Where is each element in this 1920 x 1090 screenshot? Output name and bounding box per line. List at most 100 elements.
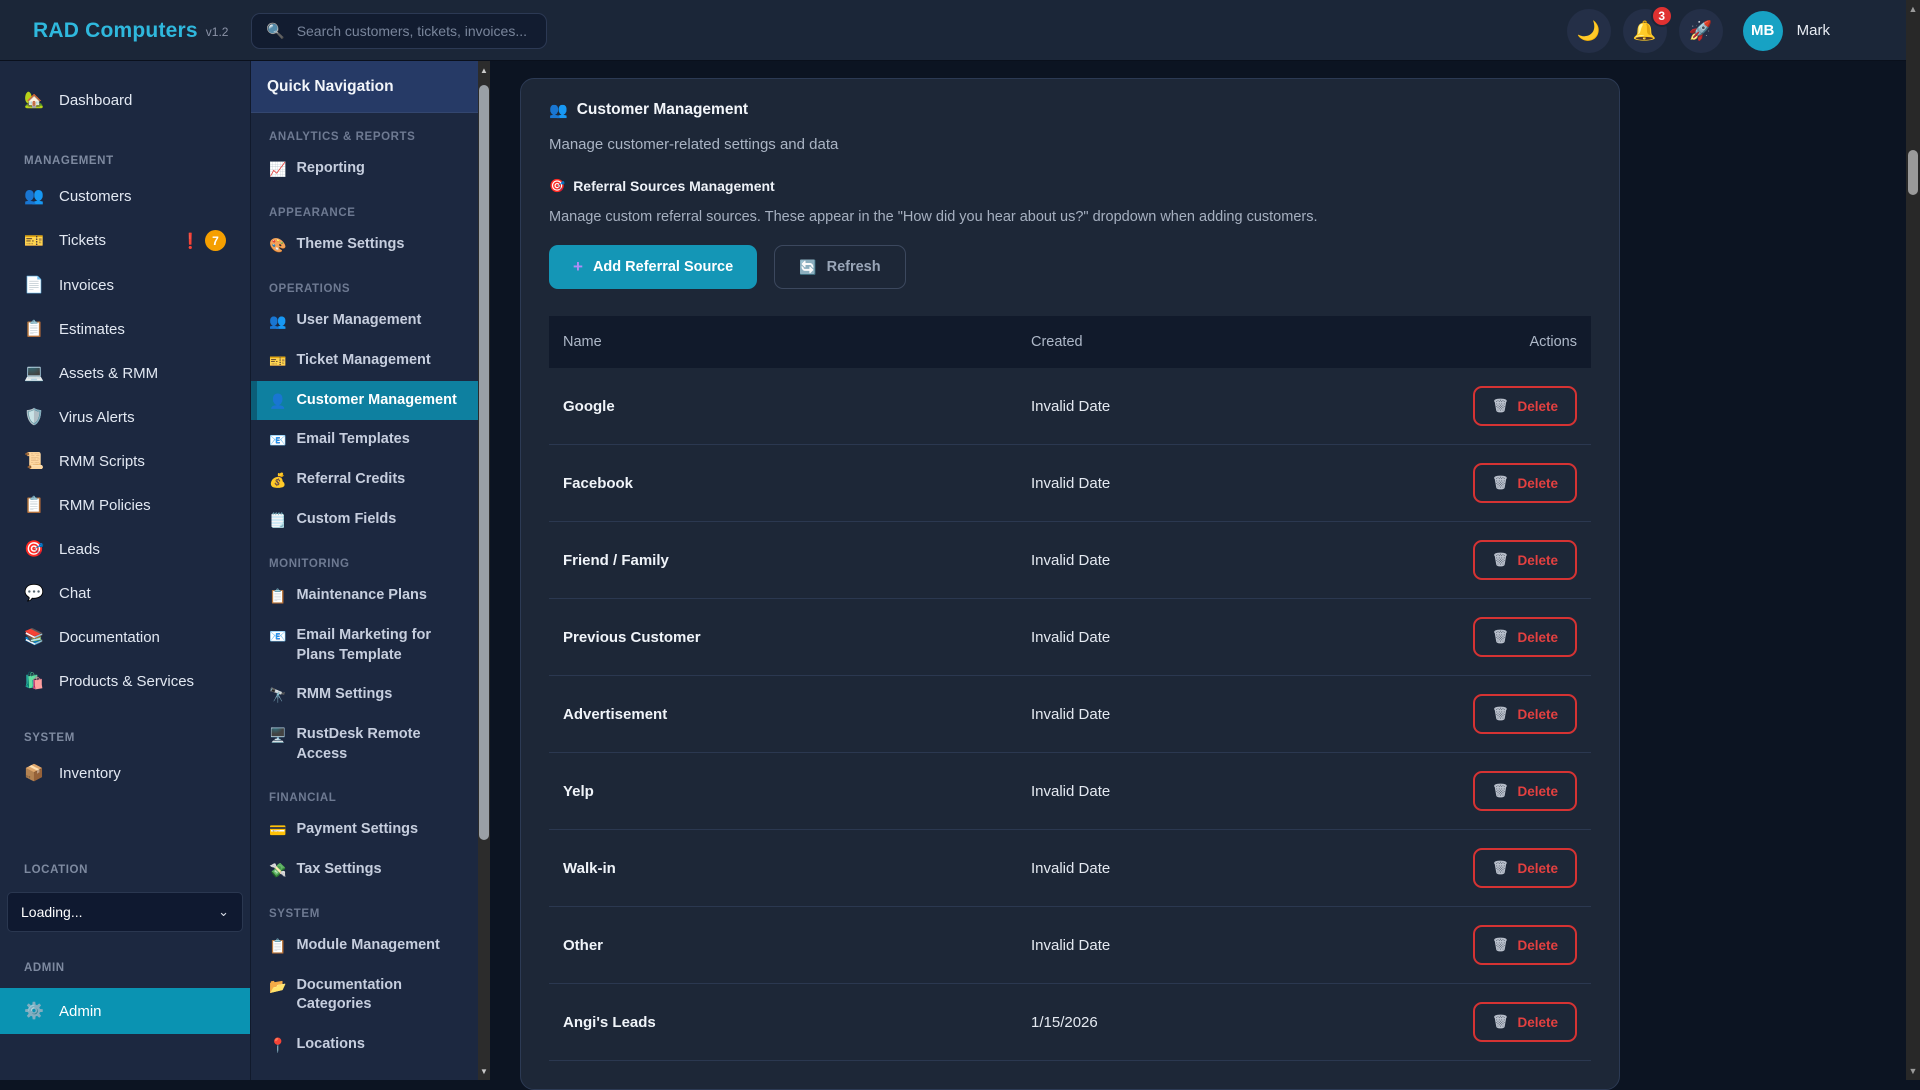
quicknav-item-label: Documentation Categories [296, 976, 465, 1015]
delete-button[interactable]: 🗑 Delete [1473, 848, 1577, 888]
sidebar-item-label: Chat [59, 585, 91, 602]
delete-button[interactable]: 🗑Delete [1473, 1002, 1577, 1042]
quicknav-item-email-marketing[interactable]: 📧 Email Marketing for Plans Template [251, 616, 479, 675]
invoices-icon: 📄 [24, 275, 44, 295]
quicknav-item-label: Locations [296, 1035, 364, 1055]
quicknav-item-reporting[interactable]: 📈 Reporting [251, 149, 479, 189]
column-header-name: Name [563, 334, 1031, 350]
sidebar-item-tickets[interactable]: 🎫 Tickets ❗ 7 [0, 219, 250, 262]
sidebar-item-label: Customers [59, 188, 132, 205]
quicknav-section-monitoring: MONITORING [251, 540, 479, 576]
trash-icon: 🗑 [1492, 860, 1509, 876]
delete-button[interactable]: 🗑Delete [1473, 617, 1577, 657]
quicknav-item-locations[interactable]: 📍 Locations [251, 1025, 479, 1065]
delete-label: Delete [1517, 784, 1558, 799]
quicknav-item-module-management[interactable]: 📋 Module Management [251, 926, 479, 966]
window-scrollbar[interactable]: ▲ ▼ [1906, 0, 1920, 1080]
window-scrollbar-thumb[interactable] [1908, 150, 1918, 195]
quicknav-item-payment-settings[interactable]: 💳 Payment Settings [251, 810, 479, 850]
delete-button[interactable]: 🗑 Delete [1473, 771, 1577, 811]
delete-button[interactable]: 🗑Delete [1473, 540, 1577, 580]
row-created: Invalid Date [1031, 937, 1467, 954]
section-title-text: Referral Sources Management [573, 178, 775, 194]
location-select-value: Loading... [21, 904, 83, 920]
delete-label: Delete [1517, 707, 1558, 722]
column-header-actions: Actions [1467, 334, 1577, 350]
sidebar-item-products-services[interactable]: 🛍️ Products & Services [0, 660, 250, 702]
sidebar-item-estimates[interactable]: 📋 Estimates [0, 308, 250, 350]
delete-button[interactable]: 🗑Delete [1473, 386, 1577, 426]
sidebar-section-location: LOCATION [0, 856, 250, 882]
sidebar-item-documentation[interactable]: 📚 Documentation [0, 616, 250, 658]
quicknav-scrollbar-thumb[interactable] [479, 85, 489, 840]
quicknav-item-ticket-management[interactable]: 🎫 Ticket Management [251, 341, 479, 381]
quicknav-section-analytics: ANALYTICS & REPORTS [251, 113, 479, 149]
sidebar-item-inventory[interactable]: 📦 Inventory [0, 752, 250, 794]
quicknav-item-maintenance-plans[interactable]: 📋 Maintenance Plans [251, 576, 479, 616]
sidebar-item-assets-rmm[interactable]: 💻 Assets & RMM [0, 352, 250, 394]
quicknav-item-referral-credits[interactable]: 💰 Referral Credits [251, 460, 479, 500]
table-row: Advertisement Invalid Date 🗑Delete [549, 676, 1591, 753]
sidebar-item-invoices[interactable]: 📄 Invoices [0, 264, 250, 306]
sidebar-item-admin[interactable]: ⚙️ Admin [0, 988, 250, 1034]
customer-management-card: 👥 Customer Management Manage customer-re… [520, 78, 1620, 1090]
delete-button[interactable]: 🗑Delete [1473, 925, 1577, 965]
scroll-up-arrow-icon[interactable]: ▲ [1906, 2, 1920, 16]
sidebar-item-rmm-scripts[interactable]: 📜 RMM Scripts [0, 440, 250, 482]
quicknav-scrollbar[interactable]: ▲ ▼ [478, 61, 490, 1080]
brand: RAD Computers v1.2 [33, 0, 228, 61]
trash-icon: 🗑 [1492, 552, 1509, 568]
table-row: Friend / Family Invalid Date 🗑Delete [549, 522, 1591, 599]
delete-label: Delete [1517, 861, 1558, 876]
sidebar-section-system: SYSTEM [0, 724, 250, 750]
quicknav-section-operations: OPERATIONS [251, 265, 479, 301]
sidebar-item-rmm-policies[interactable]: 📋 RMM Policies [0, 484, 250, 526]
quicknav-item-user-management[interactable]: 👥 User Management [251, 301, 479, 341]
quicknav-item-email-templates[interactable]: 📧 Email Templates [251, 420, 479, 460]
quicknav-section-financial: FINANCIAL [251, 774, 479, 810]
trash-icon: 🗑 [1492, 783, 1509, 799]
quicknav-item-custom-fields[interactable]: 🗒️ Custom Fields [251, 500, 479, 540]
global-search[interactable]: 🔍 [251, 13, 547, 49]
scroll-down-arrow-icon[interactable]: ▼ [478, 1064, 490, 1078]
add-referral-source-button[interactable]: + Add Referral Source [549, 245, 757, 289]
refresh-button[interactable]: 🔄 Refresh [774, 245, 905, 289]
quicknav-item-label: User Management [296, 311, 421, 331]
money-wings-icon: 💸 [269, 861, 286, 880]
quicknav-item-label: Custom Fields [296, 510, 396, 530]
quicknav-item-theme-settings[interactable]: 🎨 Theme Settings [251, 225, 479, 265]
sidebar-item-virus-alerts[interactable]: 🛡️ Virus Alerts [0, 396, 250, 438]
theme-toggle-button[interactable]: 🌙 [1567, 9, 1611, 53]
location-select[interactable]: Loading... ⌄ [7, 892, 243, 932]
notifications-button[interactable]: 🔔 3 [1623, 9, 1667, 53]
quicknav-item-label: Email Marketing for Plans Template [296, 626, 465, 665]
sidebar-item-chat[interactable]: 💬 Chat [0, 572, 250, 614]
row-name: Angi's Leads [563, 1014, 1031, 1031]
sidebar-item-leads[interactable]: 🎯 Leads [0, 528, 250, 570]
scroll-down-arrow-icon[interactable]: ▼ [1906, 1064, 1920, 1078]
table-row: Previous Customer Invalid Date 🗑Delete [549, 599, 1591, 676]
quicknav-item-rustdesk-remote-access[interactable]: 🖥️ RustDesk Remote Access [251, 715, 479, 774]
quicknav-item-tax-settings[interactable]: 💸 Tax Settings [251, 850, 479, 890]
sidebar-item-customers[interactable]: 👥 Customers [0, 175, 250, 217]
sidebar-item-dashboard[interactable]: 🏡 Dashboard [0, 79, 250, 121]
quicknav-item-documentation-categories[interactable]: 📂 Documentation Categories [251, 966, 479, 1025]
avatar[interactable]: MB [1743, 11, 1783, 51]
desktop-icon: 🖥️ [269, 726, 286, 745]
row-name: Other [563, 937, 1031, 954]
quicknav-item-customer-management[interactable]: 👤 Customer Management [251, 381, 479, 421]
trash-icon: 🗑 [1492, 937, 1509, 953]
quicknav-item-label: Module Management [296, 936, 439, 956]
scroll-up-arrow-icon[interactable]: ▲ [478, 63, 490, 77]
rocket-icon: 🚀 [1689, 19, 1713, 43]
page-subtitle: Manage customer-related settings and dat… [549, 136, 1591, 153]
quicknav-item-rmm-settings[interactable]: 🔭 RMM Settings [251, 675, 479, 715]
search-input[interactable] [297, 23, 532, 39]
rocket-button[interactable]: 🚀 [1679, 9, 1723, 53]
money-bag-icon: 💰 [269, 471, 286, 490]
sidebar-section-management: MANAGEMENT [0, 147, 250, 173]
delete-button[interactable]: 🗑Delete [1473, 694, 1577, 734]
delete-button[interactable]: 🗑Delete [1473, 463, 1577, 503]
tickets-icon: 🎫 [24, 231, 44, 251]
ticket-icon: 🎫 [269, 352, 286, 371]
